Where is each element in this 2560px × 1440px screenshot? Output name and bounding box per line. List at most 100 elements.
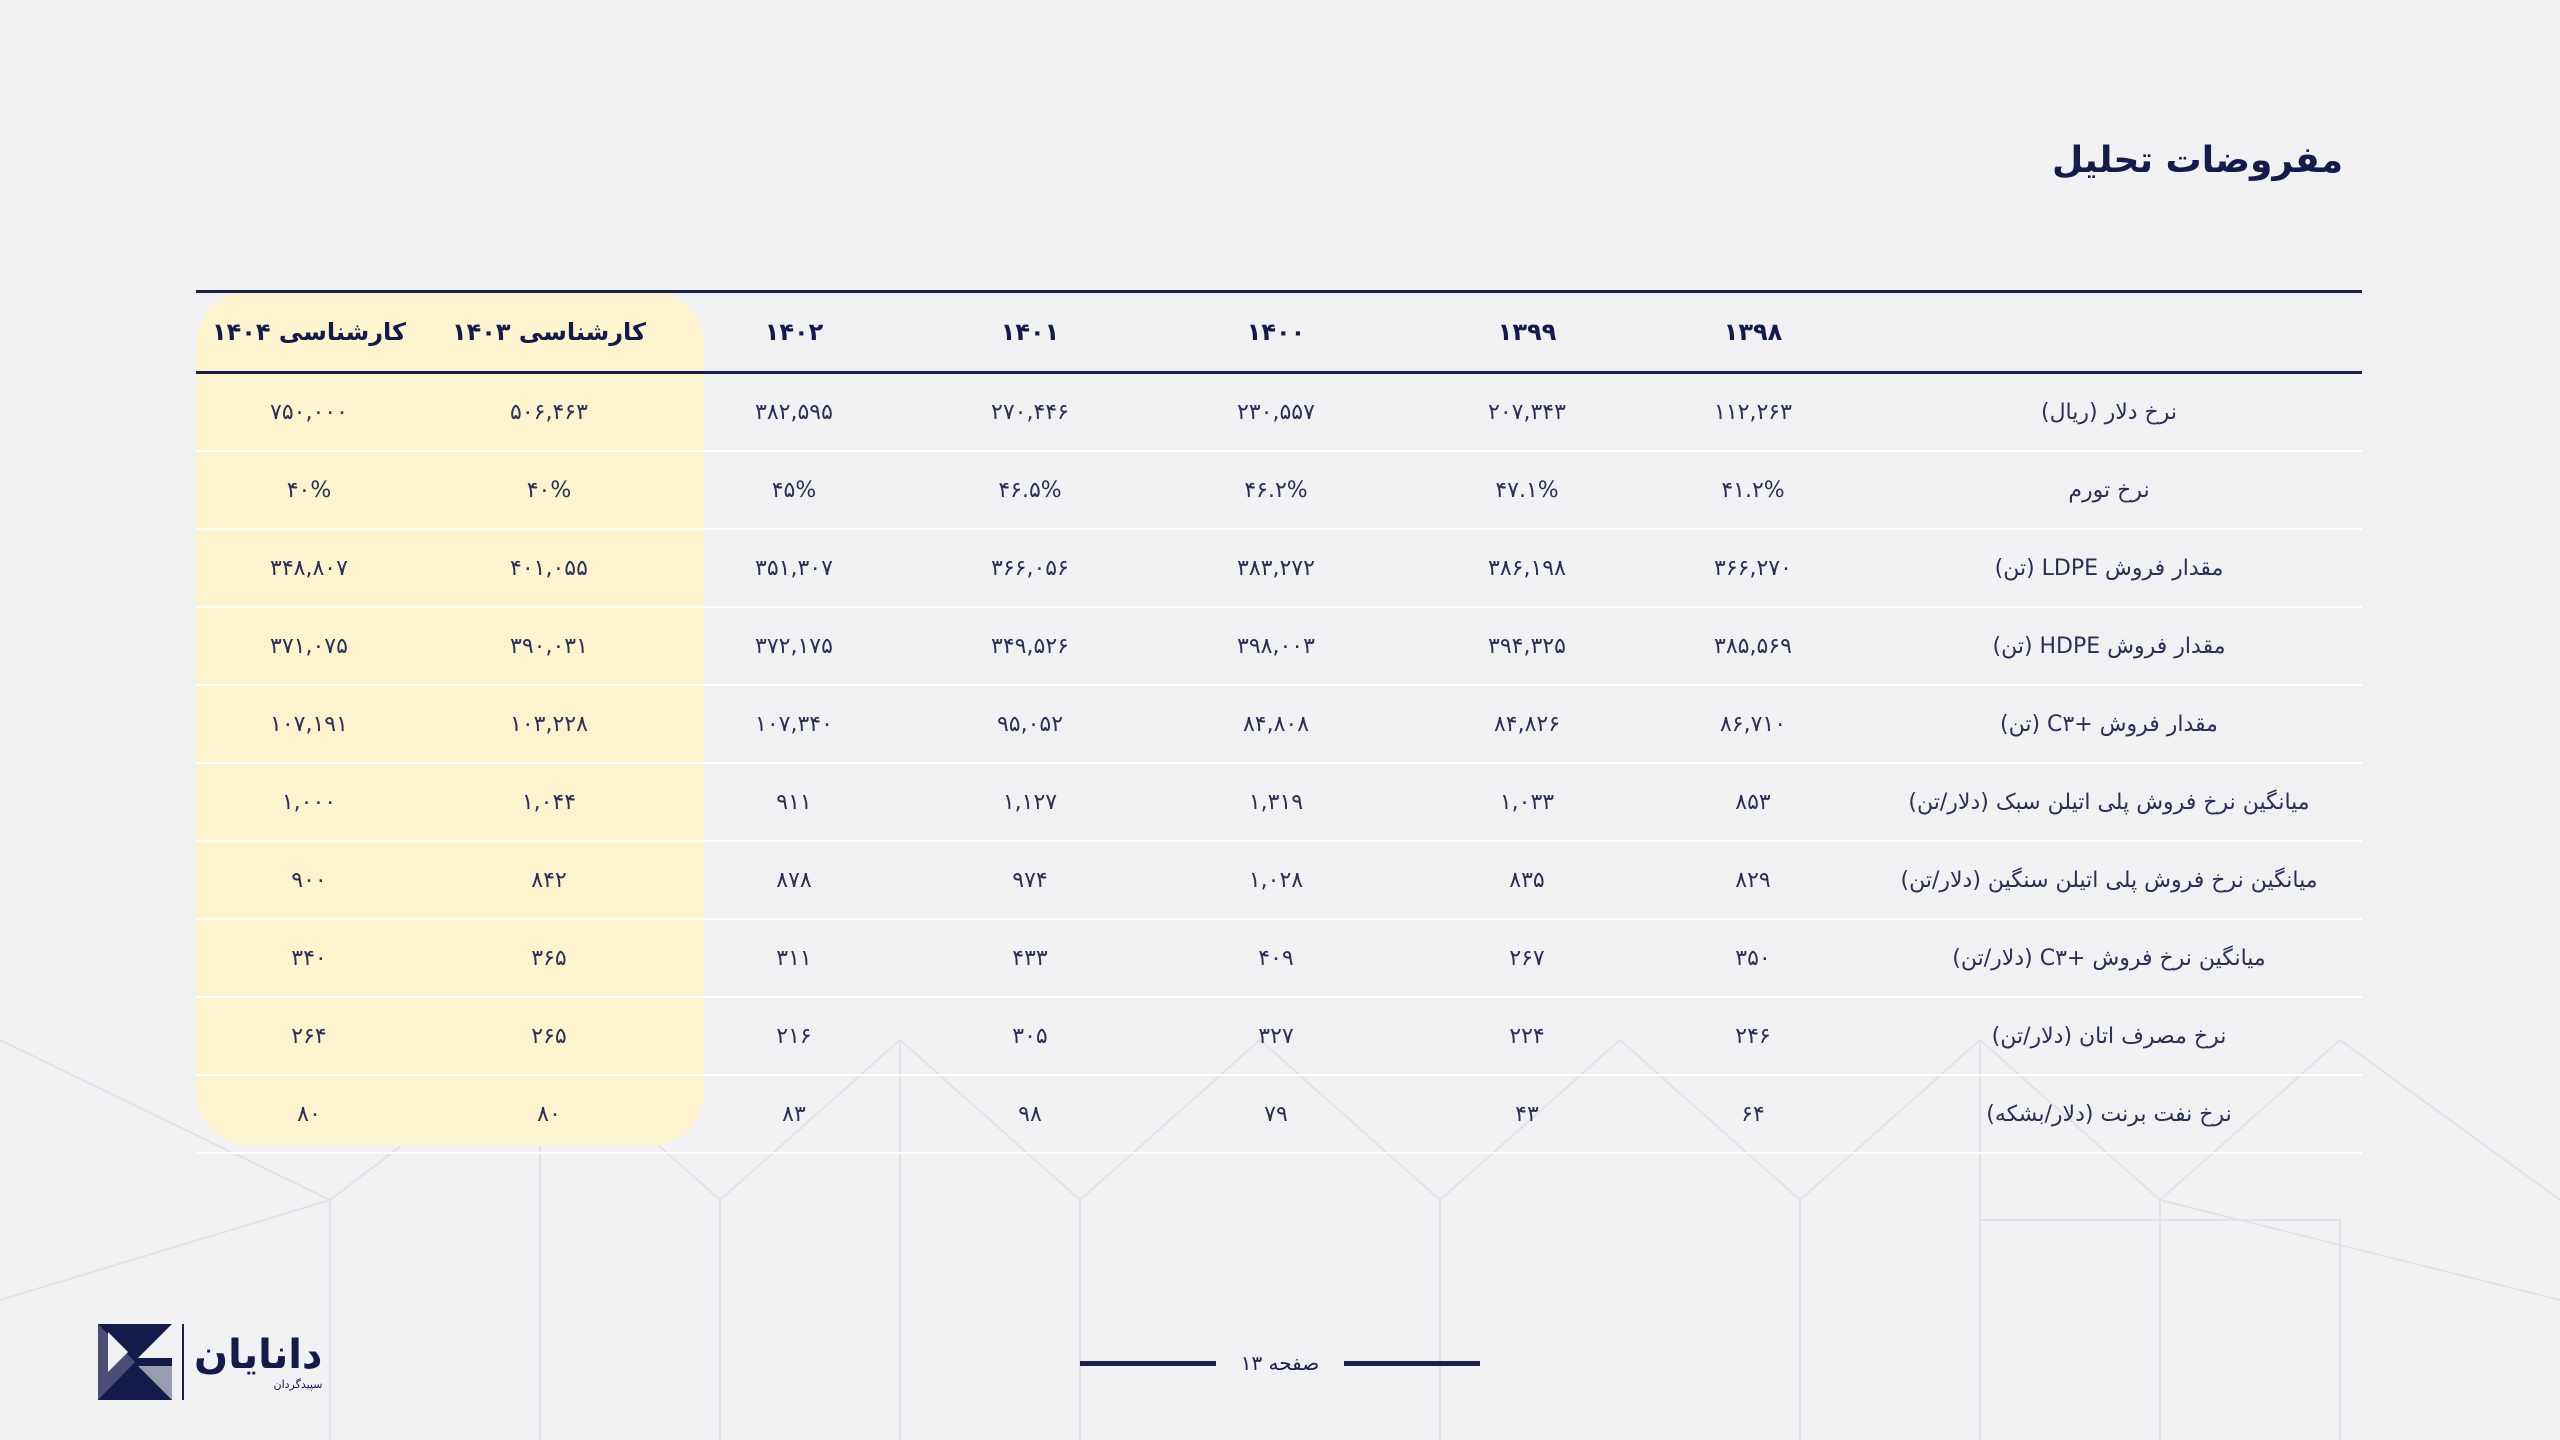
table-cell: ۱,۳۱۹ — [1148, 763, 1404, 842]
table-row: مقدار فروش LDPE (تن) ۳۶۶,۲۷۰ ۳۸۶,۱۹۸ ۳۸۳,۲۷… — [196, 529, 2362, 608]
table-cell: ۹۷۴ — [912, 841, 1148, 920]
header-cell: ۱۳۹۹ — [1497, 318, 1557, 346]
row-label: نرخ تورم — [1856, 451, 2362, 530]
table-cell: ۴۰% — [196, 451, 422, 530]
assumptions-table-container: ۱۳۹۸ ۱۳۹۹ ۱۴۰۰ ۱۴۰۱ ۱۴۰۲ کارشناسی ۱۴۰۳ ک… — [196, 290, 2362, 1154]
table-cell: ۳۱۱ — [676, 919, 912, 998]
table-cell: ۹۰۰ — [196, 841, 422, 920]
table-row: مقدار فروش +C۳ (تن) ۸۶,۷۱۰ ۸۴,۸۲۶ ۸۴,۸۰۸ ۹۵,… — [196, 685, 2362, 764]
table-row: مقدار فروش HDPE (تن) ۳۸۵,۵۶۹ ۳۹۴,۳۲۵ ۳۹۸,۰۰… — [196, 607, 2362, 686]
table-cell: ۸۰ — [422, 1075, 676, 1154]
table-cell: ۸۴,۸۲۶ — [1404, 685, 1650, 764]
table-cell: ۳۵۱,۳۰۷ — [676, 529, 912, 608]
header-cell — [1856, 292, 2362, 373]
page-indicator: صفحه ۱۳ — [1080, 1348, 1480, 1378]
table-cell: ۱,۰۰۰ — [196, 763, 422, 842]
header-cell: ۱۴۰۲ — [764, 318, 824, 346]
table-cell: ۴۰۹ — [1148, 919, 1404, 998]
table-cell: ۸۶,۷۱۰ — [1650, 685, 1856, 764]
table-cell: ۷۵۰,۰۰۰ — [196, 372, 422, 452]
table-cell: ۹۱۱ — [676, 763, 912, 842]
table-cell: ۳۴۹,۵۲۶ — [912, 607, 1148, 686]
table-cell: ۳۶۶,۰۵۶ — [912, 529, 1148, 608]
table-cell: ۳۷۲,۱۷۵ — [676, 607, 912, 686]
table-cell: ۴۳۳ — [912, 919, 1148, 998]
table-row: نرخ تورم ۴۱.۲% ۴۷.۱% ۴۶.۲% ۴۶.۵% ۴۵% ۴۰% ۴۰% — [196, 451, 2362, 530]
table-cell: ۱,۰۳۳ — [1404, 763, 1650, 842]
row-label: نرخ مصرف اتان (دلار/تن) — [1856, 997, 2362, 1076]
table-cell: ۳۹۴,۳۲۵ — [1404, 607, 1650, 686]
brand-logo: دانایان سپیدگردان — [98, 1322, 322, 1402]
table-cell: ۱,۱۲۷ — [912, 763, 1148, 842]
header-cell: کارشناسی ۱۴۰۴ — [211, 318, 407, 346]
table-cell: ۲۷۰,۴۴۶ — [912, 372, 1148, 452]
table-cell: ۳۲۷ — [1148, 997, 1404, 1076]
table-cell: ۴۰% — [422, 451, 676, 530]
table-row: نرخ مصرف اتان (دلار/تن) ۲۴۶ ۲۲۴ ۳۲۷ ۳۰۵ ۲۱۶ ۲۶… — [196, 997, 2362, 1076]
table-row: نرخ نفت برنت (دلار/بشکه) ۶۴ ۴۳ ۷۹ ۹۸ ۸۳ ۸۰ ۸۰ — [196, 1075, 2362, 1154]
table-row: میانگین نرخ فروش +C۳ (دلار/تن) ۳۵۰ ۲۶۷ ۴۰۹ ۴… — [196, 919, 2362, 998]
pager-line-left — [1080, 1360, 1216, 1366]
logo-tagline: سپیدگردان — [273, 1378, 323, 1391]
table-header-row: ۱۳۹۸ ۱۳۹۹ ۱۴۰۰ ۱۴۰۱ ۱۴۰۲ کارشناسی ۱۴۰۳ ک… — [196, 291, 2362, 373]
table-row: میانگین نرخ فروش پلی اتیلن سبک (دلار/تن)… — [196, 763, 2362, 842]
table-cell: ۲۳۰,۵۵۷ — [1148, 372, 1404, 452]
header-cell: ۱۴۰۱ — [1000, 318, 1060, 346]
table-cell: ۱۰۷,۱۹۱ — [196, 685, 422, 764]
table-cell: ۴۶.۵% — [912, 451, 1148, 530]
header-cell: کارشناسی ۱۴۰۳ — [451, 318, 647, 346]
table-cell: ۱۱۲,۲۶۳ — [1650, 372, 1856, 452]
table-cell: ۳۹۰,۰۳۱ — [422, 607, 676, 686]
table-cell: ۳۶۵ — [422, 919, 676, 998]
table-cell: ۱,۰۴۴ — [422, 763, 676, 842]
table-cell: ۴۶.۲% — [1148, 451, 1404, 530]
table-cell: ۵۰۶,۴۶۳ — [422, 372, 676, 452]
row-label: نرخ دلار (ریال) — [1856, 372, 2362, 452]
table-cell: ۲۲۴ — [1404, 997, 1650, 1076]
table-cell: ۳۸۶,۱۹۸ — [1404, 529, 1650, 608]
row-label: میانگین نرخ فروش پلی اتیلن سنگین (دلار/ت… — [1856, 841, 2362, 920]
row-label: میانگین نرخ فروش پلی اتیلن سبک (دلار/تن) — [1856, 763, 2362, 842]
logo-mark-icon — [98, 1324, 172, 1400]
table-cell: ۲۱۶ — [676, 997, 912, 1076]
table-cell: ۸۴,۸۰۸ — [1148, 685, 1404, 764]
table-cell: ۳۰۵ — [912, 997, 1148, 1076]
table-cell: ۳۸۳,۲۷۲ — [1148, 529, 1404, 608]
table-cell: ۲۴۶ — [1650, 997, 1856, 1076]
table-cell: ۱,۰۲۸ — [1148, 841, 1404, 920]
table-cell: ۸۳ — [676, 1075, 912, 1154]
table-cell: ۴۵% — [676, 451, 912, 530]
table-cell: ۴۳ — [1404, 1075, 1650, 1154]
table-cell: ۸۵۳ — [1650, 763, 1856, 842]
row-label: مقدار فروش HDPE (تن) — [1856, 607, 2362, 686]
table-cell: ۲۶۵ — [422, 997, 676, 1076]
table-cell: ۲۶۷ — [1404, 919, 1650, 998]
table-cell: ۹۸ — [912, 1075, 1148, 1154]
table-cell: ۷۹ — [1148, 1075, 1404, 1154]
logo-text: دانایان سپیدگردان — [194, 1332, 322, 1392]
row-label: نرخ نفت برنت (دلار/بشکه) — [1856, 1075, 2362, 1154]
page-title: مفروضات تحلیل — [2052, 140, 2343, 181]
table-row: میانگین نرخ فروش پلی اتیلن سنگین (دلار/ت… — [196, 841, 2362, 920]
table-cell: ۳۴۰ — [196, 919, 422, 998]
pager-line-right — [1343, 1360, 1480, 1366]
table-row: نرخ دلار (ریال) ۱۱۲,۲۶۳ ۲۰۷,۳۴۳ ۲۳۰,۵۵۷ ۲۷۰,… — [196, 372, 2362, 452]
table-cell: ۳۸۵,۵۶۹ — [1650, 607, 1856, 686]
table-cell: ۸۴۲ — [422, 841, 676, 920]
table-cell: ۳۴۸,۸۰۷ — [196, 529, 422, 608]
row-label: میانگین نرخ فروش +C۳ (دلار/تن) — [1856, 919, 2362, 998]
table-cell: ۳۹۸,۰۰۳ — [1148, 607, 1404, 686]
page-number: صفحه ۱۳ — [1240, 1351, 1320, 1375]
table-cell: ۳۶۶,۲۷۰ — [1650, 529, 1856, 608]
table-cell: ۸۳۵ — [1404, 841, 1650, 920]
table-cell: ۸۰ — [196, 1075, 422, 1154]
assumptions-table: ۱۳۹۸ ۱۳۹۹ ۱۴۰۰ ۱۴۰۱ ۱۴۰۲ کارشناسی ۱۴۰۳ ک… — [196, 290, 2362, 1154]
table-cell: ۱۰۷,۳۴۰ — [676, 685, 912, 764]
row-label: مقدار فروش LDPE (تن) — [1856, 529, 2362, 608]
row-label: مقدار فروش +C۳ (تن) — [1856, 685, 2362, 764]
table-cell: ۳۵۰ — [1650, 919, 1856, 998]
table-cell: ۴۷.۱% — [1404, 451, 1650, 530]
header-cell: ۱۴۰۰ — [1246, 318, 1306, 346]
logo-separator — [182, 1324, 184, 1400]
table-cell: ۳۷۱,۰۷۵ — [196, 607, 422, 686]
